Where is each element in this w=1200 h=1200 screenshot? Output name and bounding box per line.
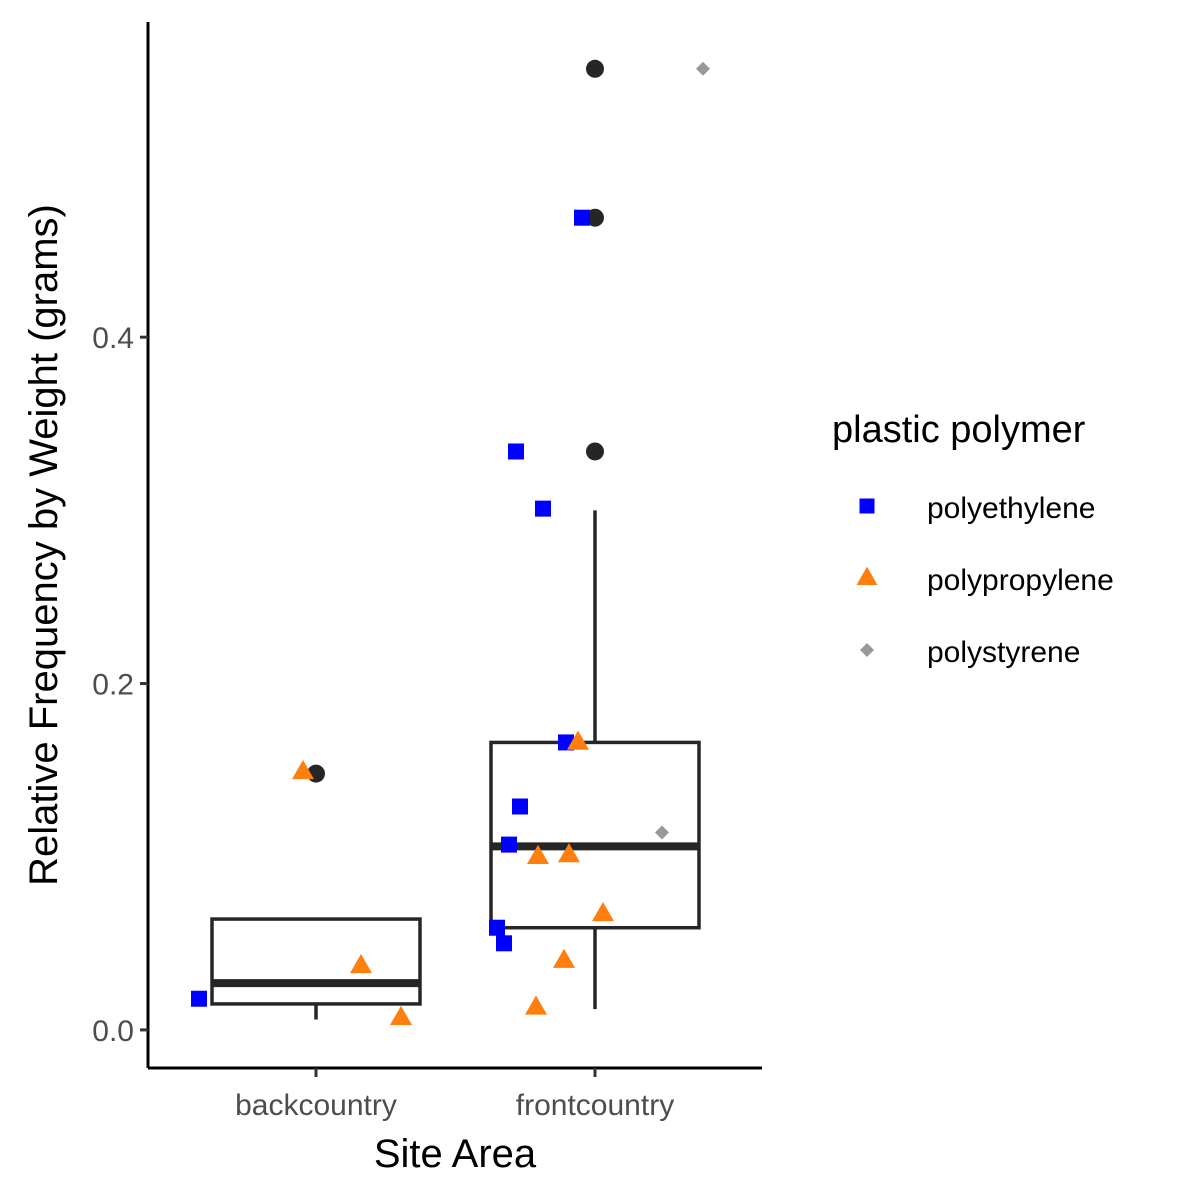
outlier-point (586, 59, 604, 78)
polypropylene-point (553, 948, 575, 968)
series-polypropylene (292, 730, 614, 1026)
box-rect (210, 917, 422, 1006)
polyethylene-point (535, 500, 551, 517)
polypropylene-point (567, 730, 589, 750)
polypropylene-point (350, 953, 372, 974)
polystyrene-point (696, 61, 710, 76)
legend-item-polystyrene: polystyrene (860, 636, 1080, 669)
polyethylene-point (489, 919, 505, 936)
legend-label: polypropylene (927, 564, 1114, 597)
box-backcountry (210, 764, 422, 1020)
polypropylene-point (525, 995, 547, 1015)
legend: plastic polymer polyethylene polypropylen… (832, 409, 1114, 669)
legend-item-polypropylene: polypropylene (856, 564, 1114, 597)
polyethylene-point (508, 443, 524, 460)
points-layer (191, 61, 710, 1026)
legend-label: polyethylene (927, 492, 1095, 525)
polypropylene-point (558, 843, 580, 863)
outlier-point (586, 208, 604, 227)
y-axis-title: Relative Frequency by Weight (grams) (22, 204, 66, 886)
legend-entries: polyethylene polypropylene polystyrene (856, 492, 1114, 669)
polypropylene-point (527, 844, 549, 864)
polyethylene-point (501, 836, 517, 853)
y-tick-label: 0.0 (92, 1015, 134, 1048)
polypropylene-point (592, 902, 614, 922)
x-ticks: backcountry frontcountry (235, 1068, 674, 1122)
y-ticks: 0.0 0.2 0.4 (92, 322, 148, 1048)
legend-key-polypropylene (856, 566, 878, 585)
box-rect (489, 740, 701, 930)
y-tick-label: 0.2 (92, 669, 134, 702)
outlier-point (586, 442, 604, 461)
legend-label: polystyrene (927, 636, 1080, 669)
x-tick-label: frontcountry (516, 1089, 674, 1122)
polyethylene-point (496, 935, 512, 952)
axes-layer (146, 22, 762, 1070)
polyethylene-point (191, 990, 207, 1007)
box-frontcountry (489, 59, 701, 1010)
y-tick-label: 0.4 (92, 322, 134, 355)
polystyrene-point (655, 825, 669, 840)
polypropylene-point (390, 1005, 412, 1026)
polyethylene-point (512, 798, 528, 815)
series-polyethylene (191, 209, 590, 1007)
polyethylene-point (574, 209, 590, 226)
legend-item-polyethylene: polyethylene (859, 492, 1095, 525)
series-polystyrene (655, 61, 710, 840)
legend-key-polyethylene (859, 498, 875, 514)
boxes-layer (210, 59, 701, 1020)
x-axis-title: Site Area (374, 1132, 537, 1176)
legend-title: plastic polymer (832, 409, 1086, 451)
polypropylene-point (292, 759, 314, 780)
legend-key-polystyrene (860, 643, 874, 657)
x-tick-label: backcountry (235, 1089, 397, 1122)
